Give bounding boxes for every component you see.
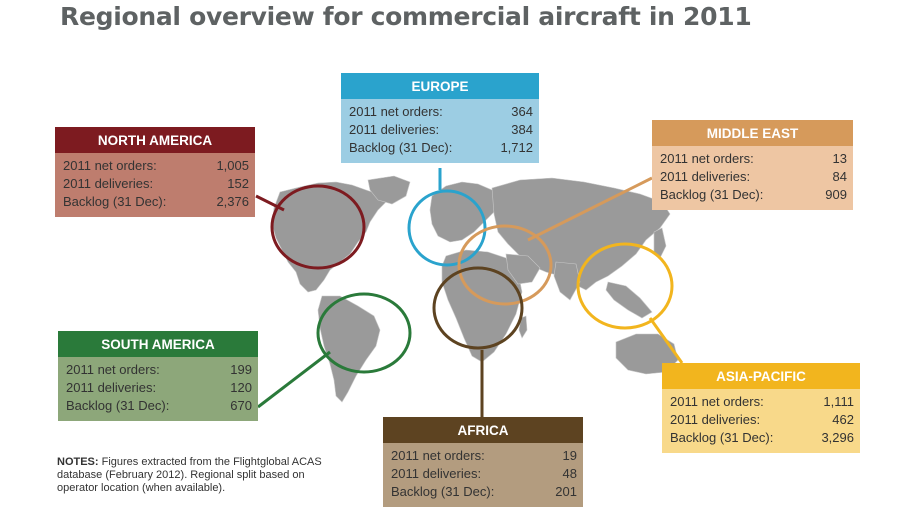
stat-label: 2011 deliveries: bbox=[63, 176, 154, 191]
middle-east-circle bbox=[457, 224, 553, 306]
south-america-land bbox=[317, 295, 381, 403]
stat-value: 1,111 bbox=[823, 394, 854, 409]
notes-text: Figures extracted from the Flightglobal … bbox=[57, 456, 322, 494]
stat-value: 13 bbox=[832, 151, 847, 166]
north-america-connector bbox=[255, 194, 285, 212]
stat-label: Backlog (31 Dec): bbox=[63, 194, 167, 209]
japan-land bbox=[653, 227, 667, 259]
stat-row: Backlog (31 Dec): 1,712 bbox=[349, 139, 533, 157]
africa-header: AFRICA bbox=[383, 417, 583, 443]
asia-pacific-box: ASIA-PACIFIC 2011 net orders: 1,111 2011 … bbox=[662, 363, 860, 453]
stat-row: Backlog (31 Dec): 670 bbox=[66, 397, 252, 415]
stat-row: 2011 deliveries: 48 bbox=[391, 465, 577, 483]
stat-value: 364 bbox=[511, 104, 533, 119]
stat-label: Backlog (31 Dec): bbox=[670, 430, 774, 445]
stat-label: Backlog (31 Dec): bbox=[391, 484, 495, 499]
page-title: Regional overview for commercial aircraf… bbox=[60, 2, 752, 31]
south-america-connector bbox=[257, 350, 331, 409]
north-america-circle bbox=[270, 184, 366, 270]
asia-pacific-circle bbox=[576, 242, 674, 330]
north-america-land bbox=[271, 181, 387, 293]
middle-east-stats: 2011 net orders: 13 2011 deliveries: 84 Ba… bbox=[652, 146, 853, 210]
africa-box: AFRICA 2011 net orders: 19 2011 deliverie… bbox=[383, 417, 583, 507]
africa-circle bbox=[432, 266, 524, 350]
stat-row: 2011 net orders: 199 bbox=[66, 361, 252, 379]
asia-pacific-connector bbox=[648, 317, 684, 364]
middle-east-header: MIDDLE EAST bbox=[652, 120, 853, 146]
stat-label: 2011 net orders: bbox=[63, 158, 157, 173]
stat-row: Backlog (31 Dec): 2,376 bbox=[63, 193, 249, 211]
land-masses bbox=[271, 175, 701, 403]
north-america-stats: 2011 net orders: 1,005 2011 deliveries: 15… bbox=[55, 153, 255, 217]
stat-row: 2011 deliveries: 462 bbox=[670, 411, 854, 429]
stat-value: 1,005 bbox=[216, 158, 249, 173]
stat-row: 2011 deliveries: 384 bbox=[349, 121, 533, 139]
stat-value: 2,376 bbox=[216, 194, 249, 209]
stat-value: 909 bbox=[825, 187, 847, 202]
notes-label: NOTES: bbox=[57, 456, 99, 468]
asia-land bbox=[491, 177, 671, 291]
india-land bbox=[553, 261, 581, 301]
stat-label: 2011 deliveries: bbox=[670, 412, 761, 427]
stat-value: 152 bbox=[227, 176, 249, 191]
europe-stats: 2011 net orders: 364 2011 deliveries: 384 … bbox=[341, 99, 539, 163]
south-america-box: SOUTH AMERICA 2011 net orders: 199 2011 d… bbox=[58, 331, 258, 421]
asia-pacific-stats: 2011 net orders: 1,111 2011 deliveries: 46… bbox=[662, 389, 860, 453]
north-america-box: NORTH AMERICA 2011 net orders: 1,005 2011… bbox=[55, 127, 255, 217]
stat-value: 19 bbox=[562, 448, 577, 463]
stat-value: 201 bbox=[555, 484, 577, 499]
stat-value: 84 bbox=[832, 169, 847, 184]
stat-row: Backlog (31 Dec): 3,296 bbox=[670, 429, 854, 447]
stat-row: Backlog (31 Dec): 909 bbox=[660, 186, 847, 204]
stat-label: 2011 deliveries: bbox=[660, 169, 751, 184]
stat-row: 2011 deliveries: 84 bbox=[660, 168, 847, 186]
middle-east-box: MIDDLE EAST 2011 net orders: 13 2011 deli… bbox=[652, 120, 853, 210]
stat-label: 2011 deliveries: bbox=[391, 466, 482, 481]
south-america-header: SOUTH AMERICA bbox=[58, 331, 258, 357]
stat-row: 2011 deliveries: 120 bbox=[66, 379, 252, 397]
middle-east-connector bbox=[527, 176, 653, 242]
europe-header: EUROPE bbox=[341, 73, 539, 99]
se-asia-land bbox=[605, 281, 653, 319]
stat-row: 2011 net orders: 19 bbox=[391, 447, 577, 465]
connector-lines bbox=[255, 168, 684, 417]
south-america-stats: 2011 net orders: 199 2011 deliveries: 120 … bbox=[58, 357, 258, 421]
north-america-header: NORTH AMERICA bbox=[55, 127, 255, 153]
europe-box: EUROPE 2011 net orders: 364 2011 deliveri… bbox=[341, 73, 539, 163]
stat-label: Backlog (31 Dec): bbox=[349, 140, 453, 155]
region-circles bbox=[270, 184, 674, 374]
asia-pacific-header: ASIA-PACIFIC bbox=[662, 363, 860, 389]
stat-label: Backlog (31 Dec): bbox=[66, 398, 170, 413]
stat-row: 2011 net orders: 364 bbox=[349, 103, 533, 121]
stat-label: 2011 deliveries: bbox=[349, 122, 440, 137]
stat-label: 2011 net orders: bbox=[670, 394, 764, 409]
stat-label: 2011 net orders: bbox=[349, 104, 443, 119]
south-america-circle bbox=[316, 292, 412, 374]
stat-label: 2011 net orders: bbox=[66, 362, 160, 377]
stat-row: 2011 net orders: 1,005 bbox=[63, 157, 249, 175]
stat-value: 462 bbox=[832, 412, 854, 427]
stat-value: 120 bbox=[230, 380, 252, 395]
arabia-land bbox=[505, 253, 541, 285]
stat-value: 384 bbox=[511, 122, 533, 137]
stat-value: 1,712 bbox=[500, 140, 533, 155]
africa-stats: 2011 net orders: 19 2011 deliveries: 48 Ba… bbox=[383, 443, 583, 507]
stat-label: 2011 net orders: bbox=[391, 448, 485, 463]
europe-circle bbox=[407, 189, 487, 267]
stat-value: 3,296 bbox=[821, 430, 854, 445]
stat-row: 2011 net orders: 13 bbox=[660, 150, 847, 168]
stat-label: Backlog (31 Dec): bbox=[660, 187, 764, 202]
stat-value: 199 bbox=[230, 362, 252, 377]
stat-value: 670 bbox=[230, 398, 252, 413]
greenland-land bbox=[367, 175, 411, 205]
notes: NOTES: Figures extracted from the Flight… bbox=[57, 456, 347, 495]
stat-row: 2011 deliveries: 152 bbox=[63, 175, 249, 193]
stat-label: 2011 deliveries: bbox=[66, 380, 157, 395]
stat-value: 48 bbox=[562, 466, 577, 481]
stat-label: 2011 net orders: bbox=[660, 151, 754, 166]
stat-row: 2011 net orders: 1,111 bbox=[670, 393, 854, 411]
stat-row: Backlog (31 Dec): 201 bbox=[391, 483, 577, 501]
